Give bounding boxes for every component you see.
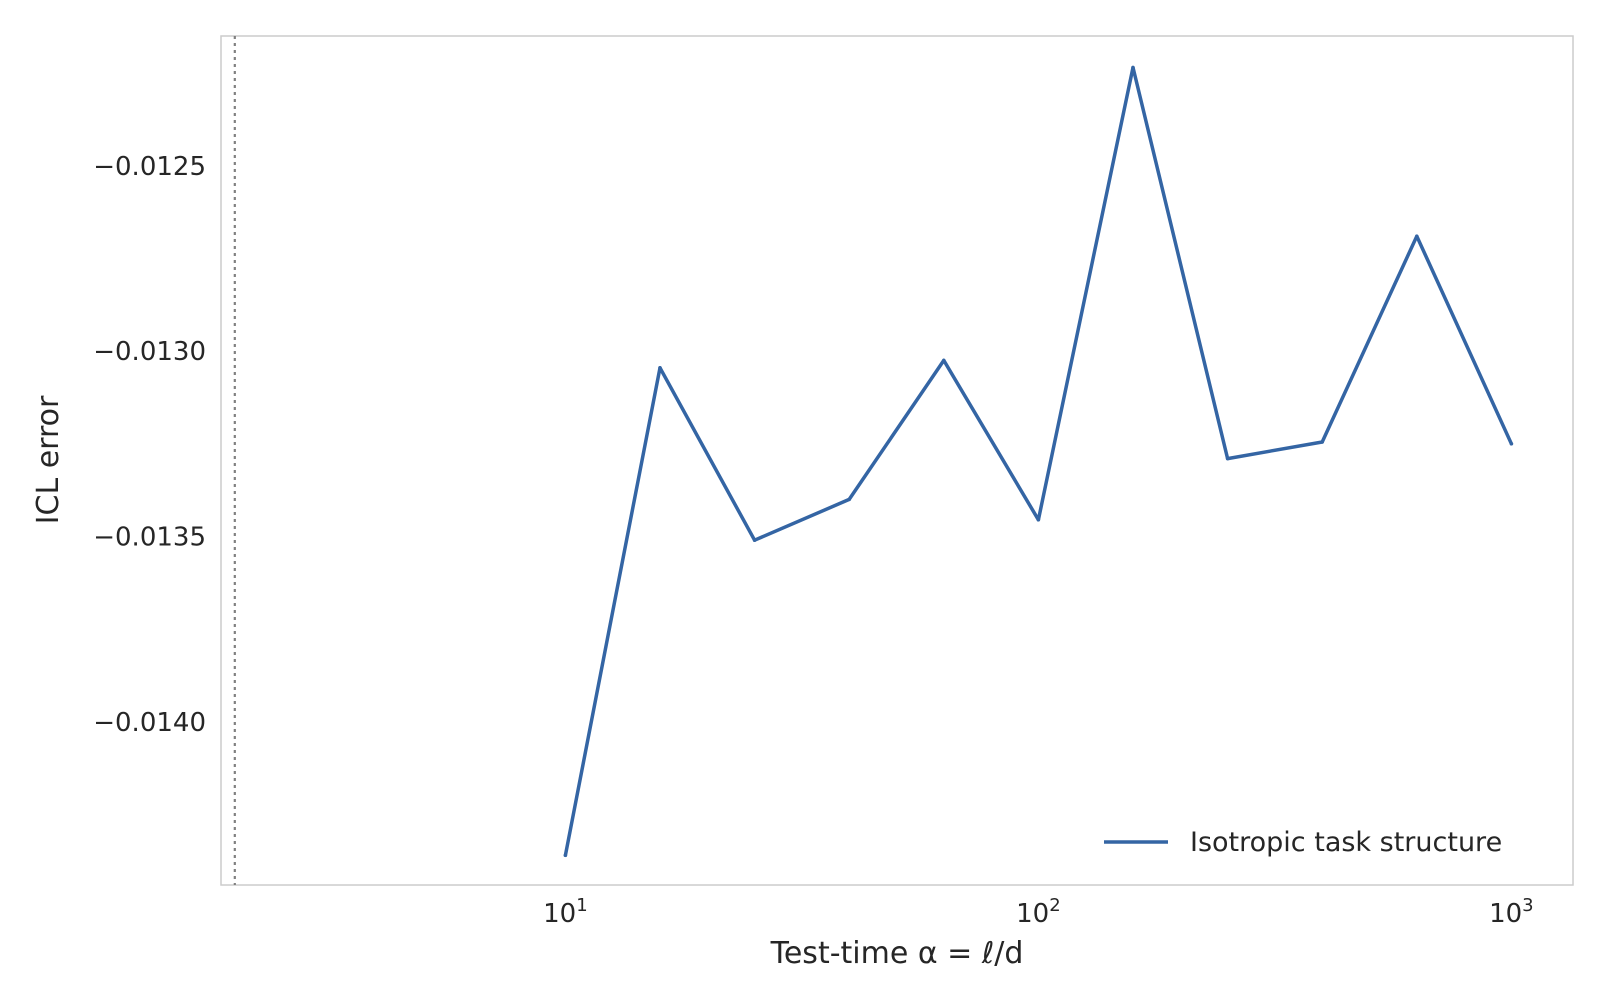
series-point	[752, 538, 757, 542]
series-point	[1131, 65, 1135, 70]
series-point	[658, 366, 662, 370]
x-tick-label: 101	[543, 895, 588, 929]
y-tick-label: −0.0130	[93, 337, 206, 367]
x-tick-exponent: 1	[576, 895, 587, 916]
x-tick-base: 10	[1489, 899, 1522, 929]
y-axis-label: ICL error	[31, 395, 66, 524]
x-tick-label: 102	[1016, 895, 1061, 929]
y-tick-label: −0.0125	[93, 152, 206, 182]
series-point	[847, 497, 851, 502]
x-axis-ticks: 101 102 103	[543, 895, 1534, 929]
x-axis-label: Test-time α = ℓ/d	[770, 936, 1024, 971]
series-layer	[563, 65, 1514, 858]
series-point	[1320, 440, 1324, 444]
series-point	[1415, 234, 1419, 238]
series-point	[1509, 442, 1514, 446]
series-point	[1036, 518, 1041, 522]
x-tick-exponent: 2	[1049, 895, 1060, 916]
x-tick-label: 103	[1489, 895, 1534, 929]
series-point	[1225, 456, 1230, 461]
x-tick-base: 10	[1016, 899, 1049, 929]
series-point	[942, 358, 946, 363]
y-axis-ticks: −0.0125 −0.0130 −0.0135 −0.0140	[93, 152, 206, 738]
x-tick-exponent: 3	[1522, 895, 1533, 916]
series-point	[563, 853, 568, 858]
legend: Isotropic task structure	[1104, 827, 1502, 858]
x-tick-base: 10	[543, 899, 576, 929]
legend-label: Isotropic task structure	[1190, 827, 1502, 858]
plot-frame	[220, 35, 1574, 886]
y-tick-label: −0.0135	[93, 523, 206, 553]
y-tick-label: −0.0140	[93, 708, 206, 738]
